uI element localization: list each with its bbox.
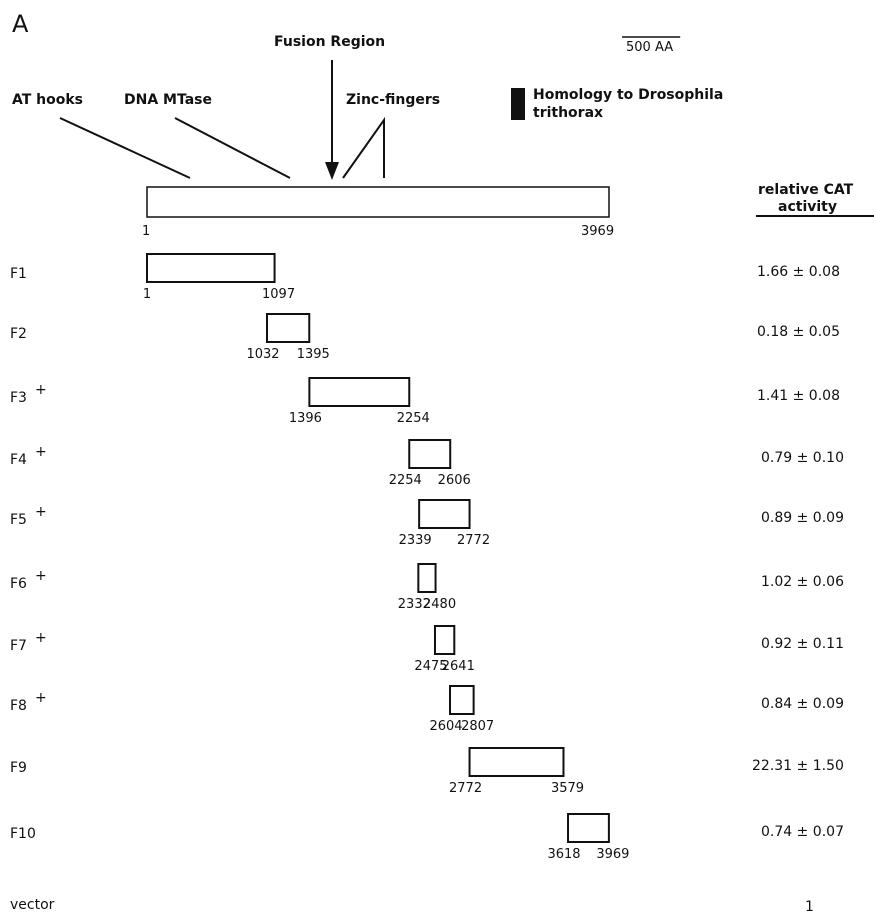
fragment-end-label: 1395: [297, 347, 330, 362]
fragment-activity: 0.89 ± 0.09: [761, 510, 844, 526]
fragment-name: F10: [10, 826, 36, 842]
dna-mtase-pointer: [174, 117, 291, 179]
fragment-end-label: 1097: [262, 287, 295, 302]
fragment-activity: 1.41 ± 0.08: [757, 388, 840, 404]
fragment-activity: 1.02 ± 0.06: [761, 574, 844, 590]
fragment-box: [418, 499, 471, 529]
fragment-end-label: 3579: [551, 781, 584, 796]
fragment-row-f1: F1 1 1097 1.66 ± 0.08: [10, 253, 840, 302]
protein-end-label: 3969: [581, 224, 614, 239]
fragment-name: F1: [10, 266, 27, 282]
fragment-superscript: +: [35, 382, 47, 398]
fragment-end-label: 2480: [423, 597, 456, 612]
fragment-start-label: 2772: [449, 781, 482, 796]
protein-bar: 1 3969: [142, 186, 614, 239]
protein-start-label: 1: [142, 224, 150, 239]
panel-label: A: [12, 10, 29, 38]
fragment-name: F5: [10, 512, 27, 528]
fragment-box: [308, 377, 411, 407]
fragment-name: F7: [10, 638, 27, 654]
fragment-end-label: 2254: [397, 411, 430, 426]
fragment-activity: 1.66 ± 0.08: [757, 264, 840, 280]
fragment-activity: 0.18 ± 0.05: [757, 324, 840, 340]
fragment-row-f10: F10 3618 3969 0.74 ± 0.07: [10, 813, 844, 862]
fragment-superscript: +: [35, 504, 47, 520]
fragment-name: vector: [10, 897, 55, 913]
domain-annotations: AT hooks DNA MTase Fusion Region Zinc-fi…: [12, 34, 723, 180]
fragment-row-f2: F2 1032 1395 0.18 ± 0.05: [10, 313, 840, 362]
fragment-box: [417, 563, 437, 593]
fragment-name: F4: [10, 452, 27, 468]
fragment-start-label: 1: [143, 287, 151, 302]
fragment-start-label: 2475: [414, 659, 447, 674]
fragment-superscript: +: [35, 568, 47, 584]
scale-bar-label: 500 AA: [626, 40, 673, 55]
fragment-activity: 22.31 ± 1.50: [752, 758, 844, 774]
zinc-fingers-label: Zinc-fingers: [346, 92, 440, 108]
fragment-row-f9: F9 2772 3579 22.31 ± 1.50: [10, 747, 844, 796]
fragment-box: [266, 313, 311, 343]
fragment-row-f4: F4 +2254 2606 0.79 ± 0.10: [10, 439, 844, 488]
at-hooks-pointer: [59, 117, 191, 179]
fragment-start-label: 2332: [398, 597, 431, 612]
protein-outline: [146, 186, 610, 218]
fragment-name: F2: [10, 326, 27, 342]
fragment-start-label: 2604: [429, 719, 462, 734]
fragment-name: F9: [10, 760, 27, 776]
fragment-start-label: 2339: [399, 533, 432, 548]
scale-bar: 500 AA: [622, 36, 681, 55]
fragment-box: [146, 253, 276, 283]
fragment-activity: 0.92 ± 0.11: [761, 636, 844, 652]
activity-header-line1: relative CAT: [758, 182, 854, 198]
fragment-start-label: 1396: [289, 411, 322, 426]
legend-line2: trithorax: [533, 105, 603, 121]
dna-mtase-label: DNA MTase: [124, 92, 212, 108]
legend-swatch: [511, 88, 525, 120]
fragment-start-label: 1032: [246, 347, 279, 362]
fragment-name: F8: [10, 698, 27, 714]
fragment-end-label: 2641: [442, 659, 475, 674]
fragment-row-f5: F5 +2339 2772 0.89 ± 0.09: [10, 499, 844, 548]
fragment-name: F3: [10, 390, 27, 406]
fragment-superscript: +: [35, 690, 47, 706]
fragment-end-label: 2807: [461, 719, 494, 734]
fragment-end-label: 2606: [438, 473, 471, 488]
fragment-box: [433, 625, 456, 655]
legend-line1: Homology to Drosophila: [533, 87, 723, 103]
fragment-row-f3: F3 +1396 2254 1.41 ± 0.08: [10, 377, 840, 426]
fragment-activity: 1: [805, 899, 814, 913]
fragment-start-label: 3618: [547, 847, 580, 862]
fragment-name: F6: [10, 576, 27, 592]
fragment-activity: 0.84 ± 0.09: [761, 696, 844, 712]
fragment-row-vector: vector 1: [10, 897, 814, 913]
fragment-start-label: 2254: [389, 473, 422, 488]
at-hooks-label: AT hooks: [12, 92, 83, 108]
fragment-activity: 0.79 ± 0.10: [761, 450, 844, 466]
fragment-box: [408, 439, 452, 469]
fragment-superscript: +: [35, 444, 47, 460]
fragment-box: [468, 747, 565, 777]
fragment-end-label: 2772: [457, 533, 490, 548]
activity-header: relative CAT activity: [756, 182, 874, 217]
fragment-activity: 0.74 ± 0.07: [761, 824, 844, 840]
fragment-superscript: +: [35, 630, 47, 646]
fusion-region-label: Fusion Region: [274, 34, 385, 50]
fragment-end-label: 3969: [596, 847, 629, 862]
fragment-box: [448, 685, 475, 715]
zinc-fingers-pointer: [342, 116, 385, 179]
activity-header-line2: activity: [778, 199, 837, 215]
fragment-box: [567, 813, 610, 843]
fusion-region-arrowhead: [325, 162, 339, 180]
